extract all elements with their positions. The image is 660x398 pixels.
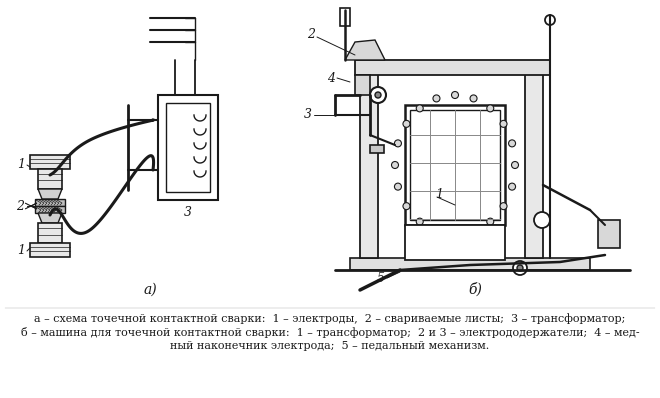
Circle shape [395, 140, 401, 147]
Circle shape [517, 265, 523, 271]
Circle shape [513, 261, 527, 275]
Bar [158, 95, 218, 200]
Text: 3: 3 [304, 109, 312, 121]
Circle shape [403, 203, 410, 210]
Circle shape [451, 232, 459, 238]
Text: а – схема точечной контактной сварки:  1 – электроды,  2 – свариваемые листы;  3: а – схема точечной контактной сварки: 1 … [34, 313, 626, 324]
Circle shape [470, 95, 477, 102]
Bar [30, 155, 70, 169]
Polygon shape [345, 40, 385, 60]
Circle shape [395, 183, 401, 190]
Text: б – машина для точечной контактной сварки:  1 – трансформатор;  2 и 3 – электрод: б – машина для точечной контактной сварк… [20, 327, 640, 338]
Text: ный наконечник электрода;  5 – педальный механизм.: ный наконечник электрода; 5 – педальный … [170, 341, 490, 351]
Bar [525, 70, 543, 258]
Text: а): а) [143, 283, 157, 297]
Polygon shape [38, 189, 62, 199]
Bar [410, 110, 500, 220]
Bar [30, 243, 70, 257]
Text: 1: 1 [435, 189, 443, 201]
Bar [340, 8, 350, 26]
Circle shape [391, 162, 399, 168]
Circle shape [403, 120, 410, 127]
Bar [350, 258, 590, 270]
Text: 1: 1 [17, 158, 25, 172]
Circle shape [545, 15, 555, 25]
Circle shape [375, 92, 381, 98]
Bar [38, 223, 62, 243]
Bar [355, 75, 370, 95]
Bar [38, 169, 62, 189]
Bar [370, 145, 384, 153]
Bar [360, 70, 378, 258]
Text: 3: 3 [184, 205, 192, 219]
Bar [405, 225, 505, 260]
Circle shape [416, 218, 423, 225]
Circle shape [416, 105, 423, 112]
Bar [166, 103, 210, 192]
Circle shape [487, 105, 494, 112]
Bar [355, 60, 550, 75]
Circle shape [509, 183, 515, 190]
Circle shape [500, 120, 507, 127]
Circle shape [451, 92, 459, 98]
Bar [598, 220, 620, 248]
Circle shape [470, 228, 477, 235]
Circle shape [370, 87, 386, 103]
Text: 5: 5 [377, 271, 385, 285]
Text: 2: 2 [16, 199, 24, 213]
Text: 1: 1 [17, 244, 25, 258]
Circle shape [433, 95, 440, 102]
Polygon shape [38, 213, 62, 223]
Circle shape [509, 140, 515, 147]
Bar [405, 105, 505, 225]
Text: 4: 4 [327, 72, 335, 84]
Circle shape [512, 162, 519, 168]
Text: 2: 2 [307, 29, 315, 41]
Circle shape [500, 203, 507, 210]
Circle shape [534, 212, 550, 228]
Circle shape [487, 218, 494, 225]
Bar [35, 199, 65, 206]
Text: б): б) [468, 283, 482, 297]
Circle shape [433, 228, 440, 235]
Bar [35, 206, 65, 213]
